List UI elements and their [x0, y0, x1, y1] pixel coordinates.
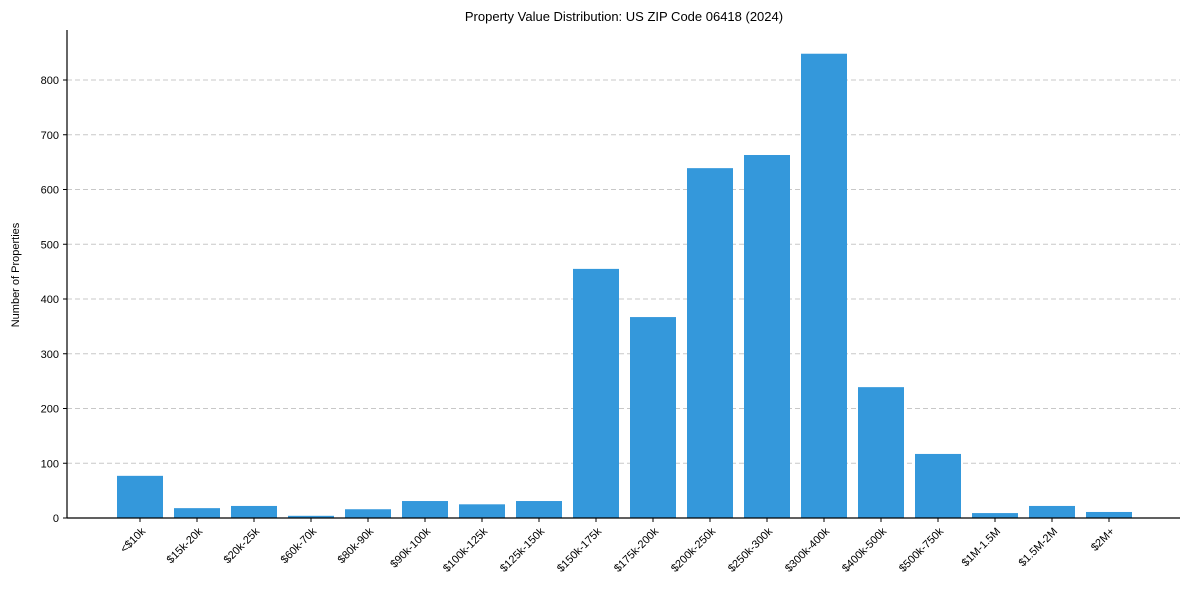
- x-tick-label: <$10k: [118, 525, 148, 555]
- bar: [516, 501, 562, 518]
- x-tick-label: $100k-125k: [441, 525, 490, 574]
- x-tick-label: $175k-200k: [612, 525, 661, 574]
- x-tick-label: $90k-100k: [388, 525, 433, 570]
- bar: [858, 387, 904, 518]
- bar: [915, 453, 961, 518]
- y-tick-label: 0: [53, 513, 59, 525]
- bar: [231, 505, 277, 518]
- y-tick-label: 300: [41, 349, 59, 361]
- x-tick-label: $15k-20k: [165, 525, 206, 566]
- x-tick-label: $250k-300k: [726, 525, 775, 574]
- bar: [630, 317, 676, 518]
- x-tick-label: $1M-1.5M: [960, 526, 1004, 570]
- bar: [345, 509, 391, 518]
- bar: [402, 501, 448, 518]
- y-tick-label: 400: [41, 294, 59, 306]
- y-tick-label: 500: [41, 239, 59, 251]
- bar: [459, 504, 505, 518]
- x-tick-label: $80k-90k: [336, 525, 377, 566]
- bar: [573, 268, 619, 518]
- bar: [744, 155, 790, 518]
- y-tick-label: 700: [41, 130, 59, 142]
- y-tick-label: 200: [41, 404, 59, 416]
- x-tick-label: $400k-500k: [840, 525, 889, 574]
- x-tick-label: $300k-400k: [783, 525, 832, 574]
- x-tick-label: $500k-750k: [897, 525, 946, 574]
- chart-title: Property Value Distribution: US ZIP Code…: [464, 9, 784, 24]
- bar: [687, 168, 733, 518]
- bar: [972, 513, 1018, 518]
- y-tick-label: 100: [41, 458, 59, 470]
- x-tick-label: $20k-25k: [222, 525, 263, 566]
- bar: [801, 53, 847, 518]
- bar: [1029, 505, 1075, 518]
- y-tick-label: 600: [41, 185, 59, 197]
- x-tick-label: $200k-250k: [669, 525, 718, 574]
- bar: [288, 515, 334, 518]
- y-tick-label: 800: [41, 75, 59, 87]
- x-tick-label: $150k-175k: [555, 525, 604, 574]
- bar: [174, 508, 220, 518]
- bar: [1086, 511, 1132, 518]
- x-tick-label: $2M+: [1089, 526, 1117, 554]
- x-tick-label: $1.5M-2M: [1017, 526, 1061, 570]
- bar: [117, 475, 163, 518]
- x-tick-label: $60k-70k: [279, 525, 320, 566]
- x-tick-label: $125k-150k: [498, 525, 547, 574]
